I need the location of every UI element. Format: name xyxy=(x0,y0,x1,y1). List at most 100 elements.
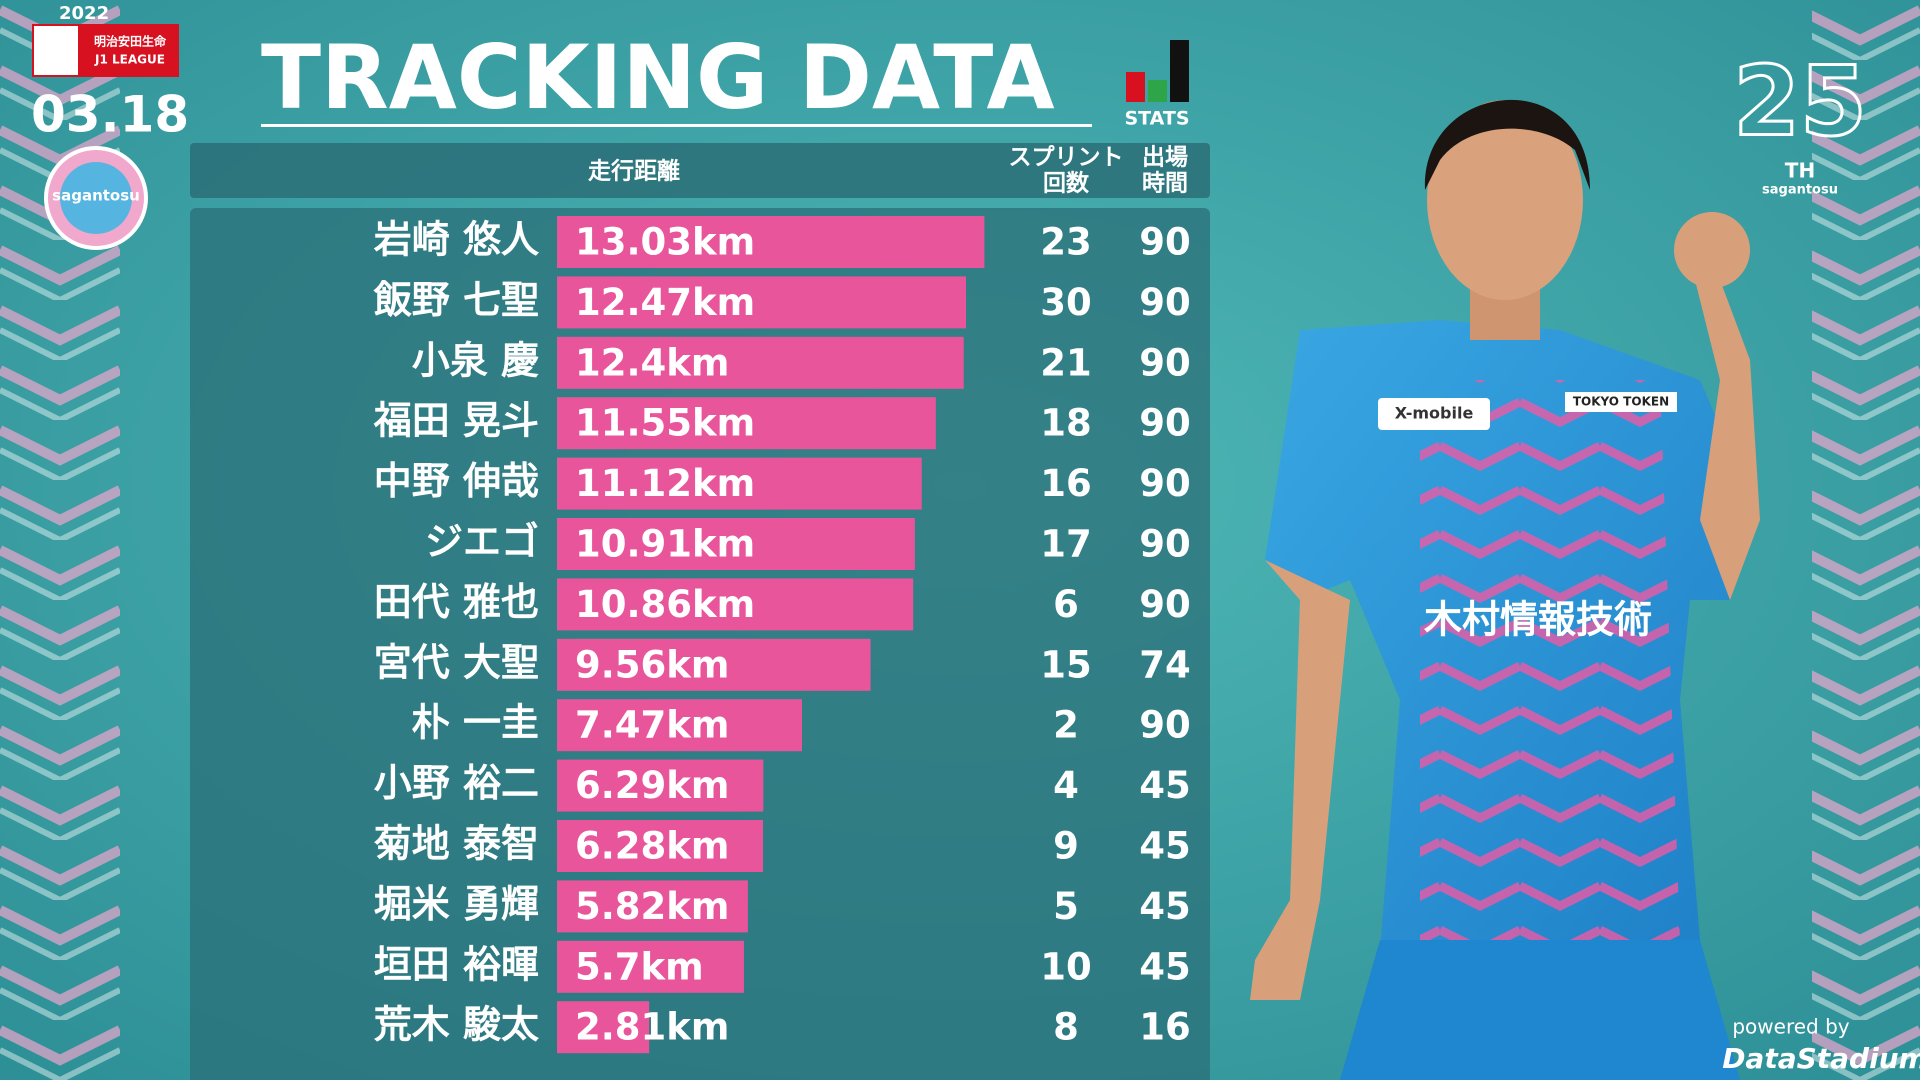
column-value: 4 xyxy=(1053,764,1079,807)
sponsor: 木村情報技術 xyxy=(1424,598,1652,642)
column-header: スプリント xyxy=(1009,145,1124,171)
hair xyxy=(1424,99,1590,190)
stats-icon xyxy=(1148,80,1167,102)
column-value: 6 xyxy=(1053,583,1079,626)
player-name: 小泉 慶 xyxy=(412,338,539,382)
bar xyxy=(557,820,763,872)
league-name: 明治安田生命 xyxy=(94,34,167,49)
sponsor: X-mobile xyxy=(1395,404,1474,423)
league-mark xyxy=(34,26,78,75)
anniversary-club: sagantosu xyxy=(1762,183,1838,198)
sponsor: TOKYO TOKEN xyxy=(1573,395,1669,409)
column-value: 90 xyxy=(1139,341,1191,384)
club-emblem-inner xyxy=(60,162,132,234)
player-name: 田代 雅也 xyxy=(374,580,539,624)
column-value: 90 xyxy=(1139,402,1191,445)
sponsor-patch xyxy=(1565,392,1677,412)
column-value: 2 xyxy=(1053,704,1079,747)
column-value: 90 xyxy=(1139,462,1191,505)
value-label: 2.81km xyxy=(575,1006,729,1049)
header-panel xyxy=(190,143,1210,198)
player-name: 朴 一圭 xyxy=(412,701,539,745)
bar xyxy=(557,336,964,389)
face xyxy=(1427,100,1583,300)
column-value: 17 xyxy=(1040,523,1092,566)
player-name: 中野 伸哉 xyxy=(374,459,539,503)
sponsor-patch xyxy=(1378,398,1490,430)
shirt-pattern xyxy=(1420,380,1680,940)
column-value: 9 xyxy=(1053,825,1079,868)
value-label: 5.7km xyxy=(575,945,704,988)
column-value: 21 xyxy=(1040,341,1092,384)
provider: DataStadium xyxy=(1722,1042,1920,1075)
column-value: 23 xyxy=(1040,221,1092,264)
column-value: 15 xyxy=(1040,643,1092,686)
column-value: 16 xyxy=(1040,462,1092,505)
column-value: 5 xyxy=(1053,885,1079,928)
stats-icon xyxy=(1126,72,1145,102)
season: 2022 xyxy=(59,3,109,24)
column-value: 45 xyxy=(1139,885,1191,928)
rows: 岩崎 悠人 13.03km 23 90 飯野 七聖 12.47km 30 90 小泉 慶 12.4… xyxy=(373,216,1191,1054)
value-label: 7.47km xyxy=(575,704,729,747)
player-name: ジエゴ xyxy=(425,520,539,564)
value-label: 6.29km xyxy=(575,764,729,807)
anniversary-number: 25 xyxy=(1733,45,1867,157)
side-stripes xyxy=(1812,0,1920,1080)
bar xyxy=(557,397,936,450)
column-value: 90 xyxy=(1139,704,1191,747)
player-name: 小野 裕二 xyxy=(374,761,539,805)
column-header: 出場 xyxy=(1142,145,1188,171)
player-name: 菊地 泰智 xyxy=(374,822,539,866)
column-header: 走行距離 xyxy=(588,158,680,185)
bar xyxy=(557,759,764,812)
shorts xyxy=(1340,940,1740,1080)
column-value: 10 xyxy=(1040,945,1092,988)
value-label: 12.47km xyxy=(575,281,755,324)
column-value: 8 xyxy=(1053,1006,1079,1049)
column-value: 45 xyxy=(1139,825,1191,868)
value-label: 11.55km xyxy=(575,402,755,445)
column-header: 時間 xyxy=(1142,171,1188,197)
value-label: 13.03km xyxy=(575,221,755,264)
value-label: 11.12km xyxy=(575,462,755,505)
club-name: sagantosu xyxy=(52,187,140,205)
bar xyxy=(557,940,744,993)
anniversary-suffix: TH xyxy=(1785,159,1815,183)
bar xyxy=(557,457,922,510)
player-name: 垣田 裕暉 xyxy=(374,942,539,986)
bar xyxy=(557,216,985,268)
bar xyxy=(557,1001,650,1054)
value-label: 12.4km xyxy=(575,341,729,384)
player-name: 荒木 駿太 xyxy=(374,1003,539,1047)
arm xyxy=(1250,560,1350,1000)
column-value: 90 xyxy=(1139,281,1191,324)
player-name: 福田 晃斗 xyxy=(373,399,539,443)
bar xyxy=(557,518,915,570)
bar xyxy=(557,699,803,752)
value-label: 10.91km xyxy=(575,523,755,566)
player-name: 堀米 勇輝 xyxy=(374,882,539,926)
column-value: 45 xyxy=(1139,764,1191,807)
column-value: 90 xyxy=(1139,221,1191,264)
stats-icon xyxy=(1170,40,1189,102)
column-value: 74 xyxy=(1139,643,1191,686)
column-value: 18 xyxy=(1040,402,1092,445)
powered-by: powered by xyxy=(1732,1015,1849,1039)
player-name: 宮代 大聖 xyxy=(374,640,539,684)
bar xyxy=(557,276,967,329)
title-underline xyxy=(261,124,1092,127)
stats-badge: STATS xyxy=(1124,108,1189,130)
fist xyxy=(1674,212,1750,288)
player-name: 岩崎 悠人 xyxy=(374,218,540,262)
bar xyxy=(557,880,748,933)
value-label: 6.28km xyxy=(575,825,729,868)
column-value: 90 xyxy=(1139,523,1191,566)
league-name: J1 LEAGUE xyxy=(94,53,165,67)
column-value: 90 xyxy=(1139,583,1191,626)
value-label: 9.56km xyxy=(575,643,729,686)
player-photo: X-mobile TOKYO TOKEN 木村情報技術 xyxy=(1250,99,1760,1080)
bar xyxy=(557,578,914,631)
